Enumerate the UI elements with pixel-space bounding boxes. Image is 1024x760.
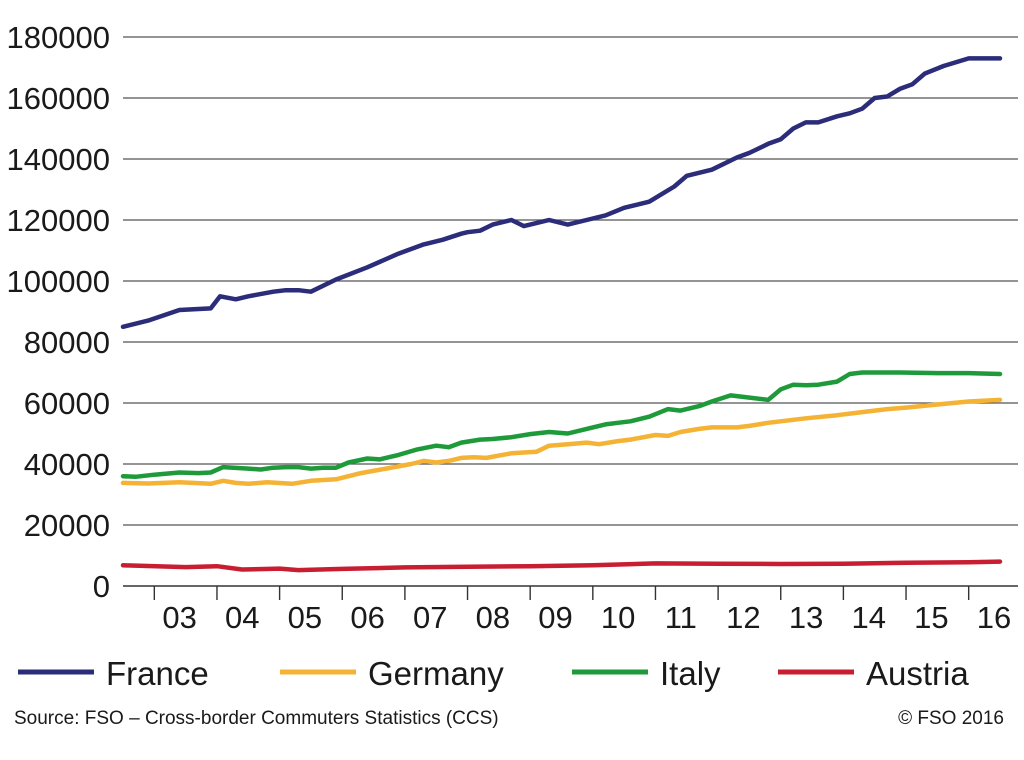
legend-label-italy: Italy [660, 655, 721, 692]
x-tick-label: 06 [350, 600, 384, 635]
x-tick-label: 15 [914, 600, 948, 635]
x-tick-label: 13 [789, 600, 823, 635]
y-tick-label: 60000 [24, 386, 110, 421]
y-tick-label: 0 [93, 569, 110, 604]
series-line-italy [120, 370, 1003, 480]
x-tick-label: 12 [726, 600, 760, 635]
series-lines [120, 56, 1003, 573]
y-tick-label: 40000 [24, 447, 110, 482]
gridlines [123, 36, 1018, 526]
series-line-austria [120, 559, 1003, 573]
y-axis-ticks: 0 20000 40000 60000 80000 100000 120000 140000 1… [7, 20, 110, 604]
series-line-germany [120, 397, 1003, 487]
x-tick-label: 10 [601, 600, 635, 635]
x-tick-label: 14 [851, 600, 885, 635]
y-tick-label: 120000 [7, 203, 110, 238]
y-tick-label: 80000 [24, 325, 110, 360]
legend-label-germany: Germany [368, 655, 504, 692]
y-tick-label: 20000 [24, 508, 110, 543]
x-tick-label: 03 [162, 600, 196, 635]
source-note: Source: FSO – Cross-border Commuters Sta… [14, 708, 499, 729]
legend-label-france: France [106, 655, 209, 692]
x-tick-label: 08 [476, 600, 510, 635]
x-tick-label: 07 [413, 600, 447, 635]
y-tick-label: 140000 [7, 142, 110, 177]
x-tick-label: 09 [538, 600, 572, 635]
x-tick-label: 04 [225, 600, 259, 635]
y-tick-label: 160000 [7, 81, 110, 116]
legend-label-austria: Austria [866, 655, 969, 692]
y-tick-label: 100000 [7, 264, 110, 299]
x-tick-label: 11 [665, 600, 697, 635]
x-axis: 03 04 05 06 07 08 09 10 11 12 13 14 15 16 [123, 585, 1018, 635]
copyright-note: © FSO 2016 [898, 708, 1004, 729]
series-line-france [120, 56, 1003, 330]
y-tick-label: 180000 [7, 20, 110, 55]
x-tick-label: 05 [288, 600, 322, 635]
x-tick-label: 16 [977, 600, 1011, 635]
legend: France Germany Italy Austria [18, 655, 969, 692]
